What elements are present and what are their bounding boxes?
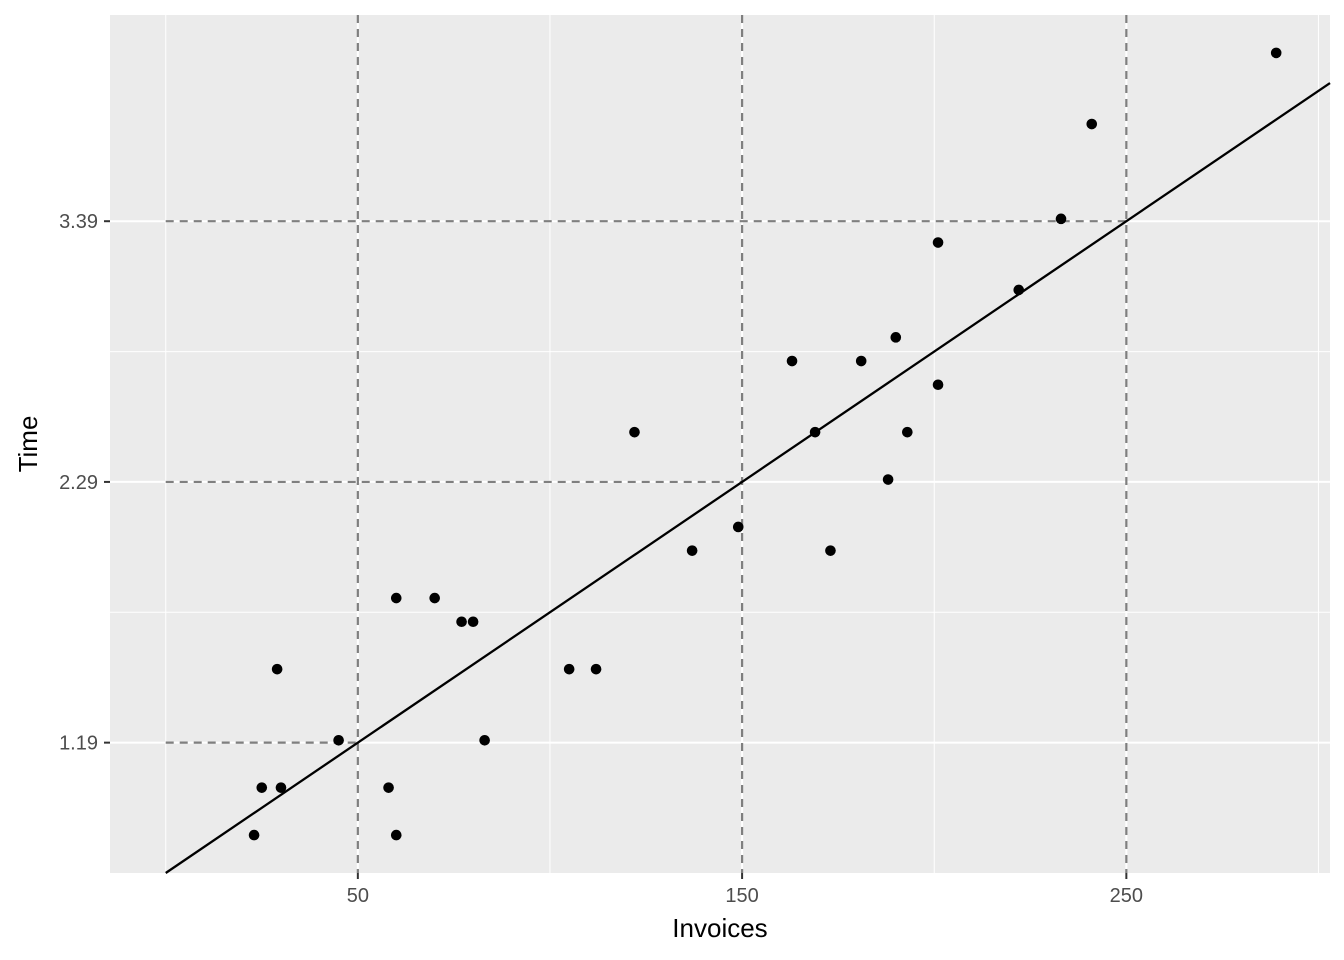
- data-point: [809, 426, 821, 438]
- data-point: [1086, 118, 1098, 130]
- data-point: [456, 616, 467, 628]
- data-point: [333, 734, 344, 746]
- data-point: [275, 782, 287, 793]
- y-tick-label: 1.19: [59, 733, 98, 755]
- data-point: [563, 663, 575, 675]
- data-point: [1013, 284, 1025, 296]
- minor-gridlines: [110, 15, 1330, 873]
- data-point: [855, 355, 867, 367]
- data-point: [390, 829, 402, 841]
- data-point: [1055, 213, 1067, 225]
- data-point: [732, 521, 744, 533]
- x-axis: 50 150 250: [347, 873, 1143, 907]
- data-point: [1270, 47, 1282, 59]
- data-point: [590, 663, 602, 675]
- data-point: [686, 545, 698, 556]
- data-point: [882, 474, 894, 485]
- data-point: [629, 426, 640, 438]
- x-tick-label: 250: [1110, 885, 1143, 907]
- x-tick-label: 150: [725, 885, 758, 907]
- data-point: [256, 782, 268, 793]
- data-point: [932, 237, 944, 248]
- fit-line-group: [165, 82, 1331, 874]
- data-point: [902, 426, 913, 438]
- data-points: [248, 47, 1282, 841]
- data-point: [890, 332, 902, 343]
- x-axis-title: Invoices: [672, 913, 767, 943]
- y-axis: 1.19 2.29 3.39: [59, 211, 110, 755]
- x-tick-label: 50: [347, 885, 369, 907]
- data-point: [248, 829, 260, 841]
- y-tick-label: 3.39: [59, 211, 98, 233]
- reference-lines: [165, 15, 1128, 873]
- y-tick-label: 2.29: [59, 472, 98, 494]
- data-point: [479, 734, 490, 746]
- data-point: [825, 545, 836, 556]
- data-point: [429, 592, 440, 604]
- data-point: [467, 616, 479, 628]
- data-point: [390, 592, 402, 604]
- data-point: [383, 782, 394, 793]
- y-axis-title: Time: [13, 416, 43, 473]
- data-point: [786, 355, 798, 367]
- fit-line: [165, 82, 1331, 874]
- plot-panel: [110, 15, 1330, 873]
- data-point: [932, 379, 944, 391]
- data-point: [271, 663, 283, 675]
